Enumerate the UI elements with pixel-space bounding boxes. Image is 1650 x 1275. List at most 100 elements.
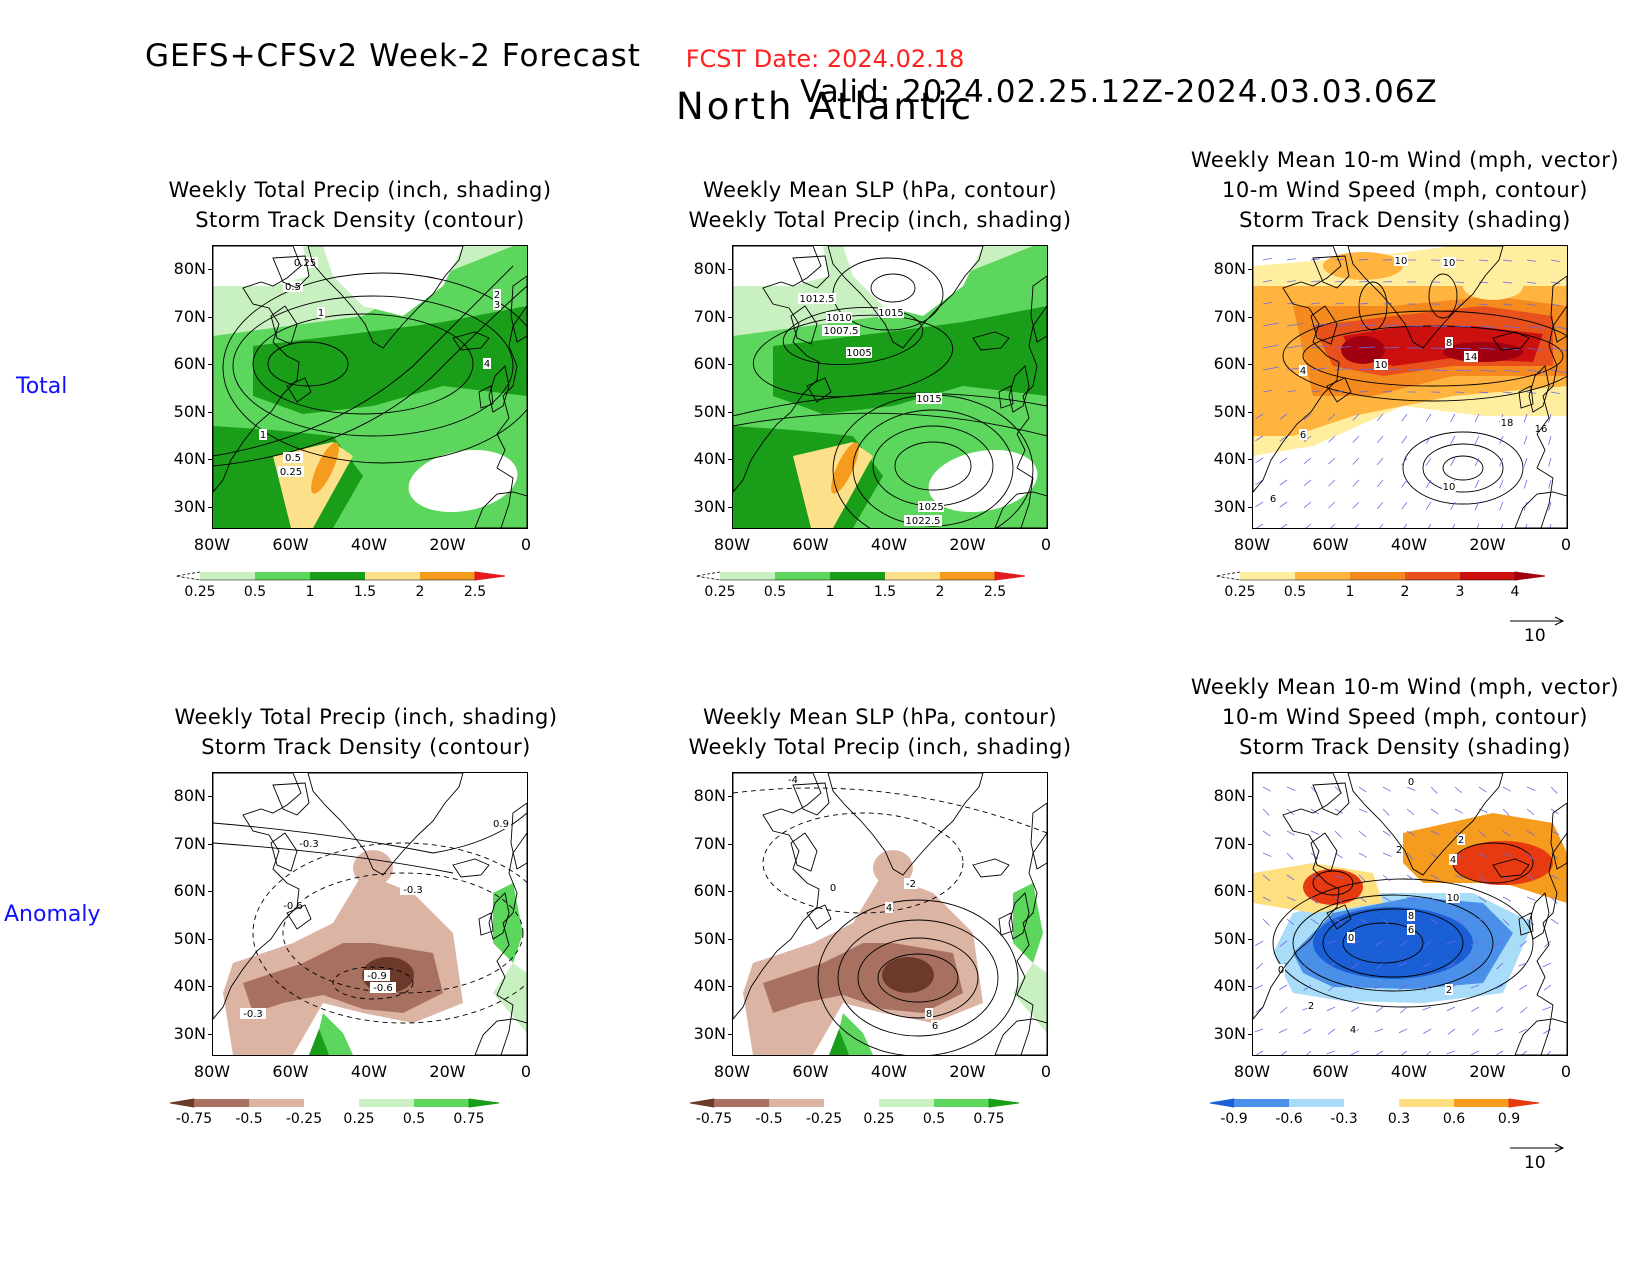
wind-vector — [1255, 523, 1264, 528]
wind-vector — [1550, 874, 1560, 880]
wind-vector — [1478, 325, 1495, 328]
wind-vector — [1454, 325, 1471, 328]
region-title: North Atlantic — [676, 85, 974, 128]
coastline — [452, 858, 490, 878]
coastline — [1310, 305, 1338, 345]
wind-vector — [1470, 984, 1480, 989]
axis-tick — [208, 459, 212, 460]
coastline — [1514, 491, 1567, 528]
contour-line — [857, 937, 979, 1019]
colorbar-swatch — [365, 572, 420, 580]
colorbar-extension — [988, 1098, 1020, 1108]
wind-vector — [1375, 940, 1384, 946]
contour-label: 0.5 — [285, 453, 301, 464]
coastline — [270, 305, 298, 345]
wind-vector — [1262, 852, 1272, 857]
wind-vector — [1352, 457, 1360, 465]
vector-arrow-icon — [1510, 1143, 1565, 1153]
shaded-region — [1443, 342, 1523, 362]
coastline — [827, 246, 984, 349]
colorbar-tick-label: -0.25 — [286, 1111, 322, 1127]
colorbar-tick-label: -0.6 — [1275, 1111, 1302, 1127]
latitude-label: 70N — [173, 833, 206, 853]
wind-vector — [1499, 479, 1504, 489]
wind-vector — [1358, 259, 1369, 261]
wind-vector — [1550, 830, 1560, 835]
wind-vector — [1526, 918, 1535, 926]
wind-vector — [1334, 808, 1344, 814]
colorbar-tick-label: 2.5 — [984, 584, 1006, 600]
wind-vector — [1255, 457, 1264, 464]
contour-line — [1292, 894, 1494, 992]
wind-vector — [1426, 1050, 1432, 1055]
wind-vector — [1548, 435, 1552, 445]
contour-label-bg — [280, 900, 306, 911]
wind-vector — [1526, 259, 1536, 262]
contour-label: 1007.5 — [824, 326, 859, 337]
wind-vector — [1401, 413, 1408, 422]
vector-reference-anom: 10 — [1508, 1139, 1568, 1173]
wind-vector — [1358, 830, 1367, 838]
coastline — [272, 782, 310, 816]
colorbar-tick-label: 0.5 — [923, 1111, 945, 1127]
contour-line — [252, 313, 474, 415]
contour-label: 1 — [260, 430, 266, 441]
vector-arrow-icon — [1510, 616, 1565, 626]
wind-vector — [1526, 325, 1543, 329]
axis-tick — [728, 938, 732, 940]
wind-vector — [1478, 918, 1488, 923]
contour-label: 16 — [1535, 424, 1548, 435]
wind-vector — [1425, 479, 1432, 488]
wind-vector — [1262, 389, 1272, 393]
colorbar-tick-label: -0.5 — [755, 1111, 782, 1127]
wind-vector — [1454, 259, 1465, 261]
title-line: Storm Track Density (contour) — [201, 735, 531, 759]
wind-vector — [1376, 457, 1384, 466]
contour-line — [232, 295, 514, 437]
title-line: 10-m Wind Speed (mph, contour) — [1222, 705, 1588, 729]
wind-vector — [1550, 918, 1559, 925]
wind-vector — [1382, 852, 1392, 857]
wind-vector — [1262, 366, 1279, 371]
title-line: Storm Track Density (shading) — [1239, 735, 1571, 759]
contour-label: 0 — [1348, 933, 1354, 944]
wind-vector — [1334, 874, 1344, 879]
contour-label: 6 — [932, 1021, 938, 1032]
colorbar-tick-label: 4 — [1511, 584, 1520, 600]
axis-tick — [728, 411, 732, 413]
colorbar-tick-label: 2.5 — [464, 584, 486, 600]
colorbar-extension — [1209, 1098, 1235, 1108]
wind-vector — [1254, 984, 1264, 990]
coastline — [213, 773, 302, 1020]
contour-label-bg — [904, 878, 918, 889]
latitude-label: 70N — [1213, 306, 1246, 326]
wind-vector — [1550, 259, 1560, 263]
wind-vector — [1502, 325, 1519, 329]
latitude-label: 30N — [173, 1023, 206, 1043]
contour-label: 10 — [1375, 360, 1388, 371]
wind-vector — [1478, 347, 1495, 350]
colorbar-swatch — [1454, 1099, 1509, 1107]
axis-tick — [208, 1033, 212, 1035]
colorbar-tick-label: 0.25 — [1224, 584, 1255, 600]
contour-line — [733, 412, 1047, 437]
wind-vector — [1280, 523, 1288, 528]
coastline — [1514, 1018, 1567, 1055]
colorbar-extension — [1215, 571, 1241, 581]
contour-label: -0.6 — [283, 901, 303, 912]
wind-vector — [1499, 457, 1504, 467]
latitude-label: 40N — [1213, 976, 1246, 995]
wind-vector — [1256, 962, 1264, 970]
wind-vector — [1279, 940, 1288, 947]
contour-label-bg — [1407, 910, 1415, 921]
wind-vector — [1330, 523, 1336, 528]
contour-label: 0.5 — [285, 282, 301, 293]
wind-vector — [1542, 962, 1552, 968]
colorbar-tick-label: 0.3 — [1388, 1111, 1410, 1127]
wind-vector — [1502, 259, 1512, 262]
wind-vector — [1494, 984, 1504, 990]
wind-vector — [1520, 1006, 1528, 1014]
contour-line — [733, 787, 1047, 834]
wind-vector — [1286, 345, 1303, 349]
